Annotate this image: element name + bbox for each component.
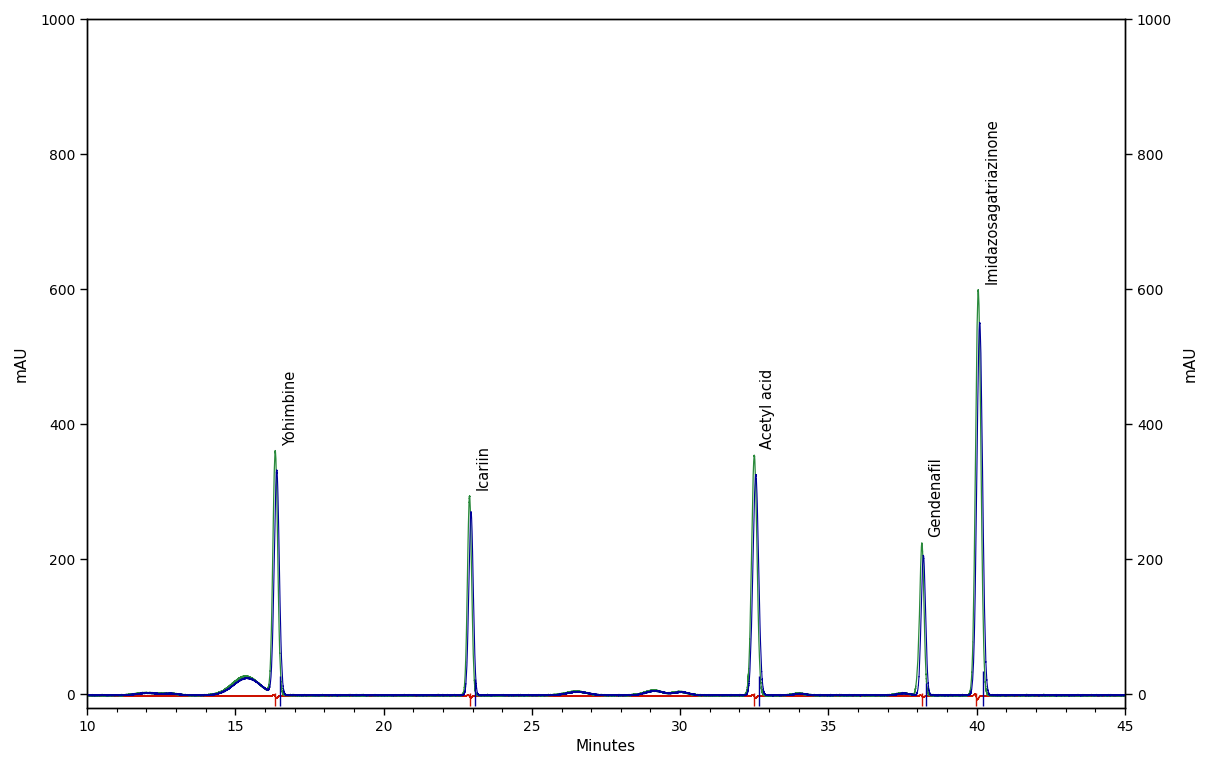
Text: Icariin: Icariin <box>475 445 491 490</box>
Text: Gendenafil: Gendenafil <box>928 457 943 537</box>
Y-axis label: mAU: mAU <box>1183 346 1199 382</box>
X-axis label: Minutes: Minutes <box>576 739 636 754</box>
Text: Acetyl acid: Acetyl acid <box>760 369 776 449</box>
Text: Yohimbine: Yohimbine <box>282 371 298 446</box>
Text: Imidazosagatriazinone: Imidazosagatriazinone <box>984 118 999 284</box>
Y-axis label: mAU: mAU <box>13 346 29 382</box>
